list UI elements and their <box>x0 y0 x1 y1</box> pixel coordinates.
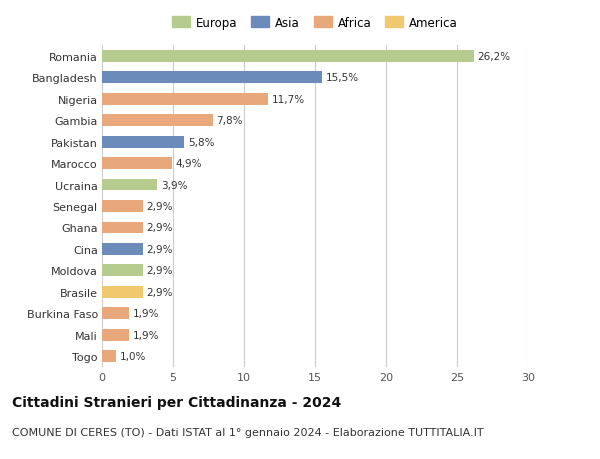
Text: 3,9%: 3,9% <box>161 180 187 190</box>
Text: 15,5%: 15,5% <box>326 73 359 83</box>
Bar <box>102 286 143 298</box>
Bar <box>102 243 143 255</box>
Text: 1,9%: 1,9% <box>133 308 159 319</box>
Bar <box>102 265 143 277</box>
Text: 7,8%: 7,8% <box>217 116 243 126</box>
Text: 2,9%: 2,9% <box>147 202 173 212</box>
Text: 1,0%: 1,0% <box>120 352 146 362</box>
Bar <box>102 72 322 84</box>
Text: 2,9%: 2,9% <box>147 287 173 297</box>
Text: 2,9%: 2,9% <box>147 244 173 254</box>
Bar <box>102 115 213 127</box>
Text: 26,2%: 26,2% <box>478 51 511 62</box>
Bar <box>102 179 157 191</box>
Bar <box>102 136 184 148</box>
Bar <box>102 50 474 62</box>
Text: 5,8%: 5,8% <box>188 137 214 147</box>
Text: Cittadini Stranieri per Cittadinanza - 2024: Cittadini Stranieri per Cittadinanza - 2… <box>12 395 341 409</box>
Bar <box>102 94 268 105</box>
Text: 2,9%: 2,9% <box>147 266 173 276</box>
Bar <box>102 329 129 341</box>
Legend: Europa, Asia, Africa, America: Europa, Asia, Africa, America <box>169 13 461 33</box>
Text: 4,9%: 4,9% <box>175 159 202 169</box>
Bar <box>102 201 143 213</box>
Text: 11,7%: 11,7% <box>272 95 305 105</box>
Text: 1,9%: 1,9% <box>133 330 159 340</box>
Bar <box>102 222 143 234</box>
Bar <box>102 351 116 362</box>
Text: COMUNE DI CERES (TO) - Dati ISTAT al 1° gennaio 2024 - Elaborazione TUTTITALIA.I: COMUNE DI CERES (TO) - Dati ISTAT al 1° … <box>12 427 484 437</box>
Bar <box>102 158 172 169</box>
Text: 2,9%: 2,9% <box>147 223 173 233</box>
Bar <box>102 308 129 319</box>
